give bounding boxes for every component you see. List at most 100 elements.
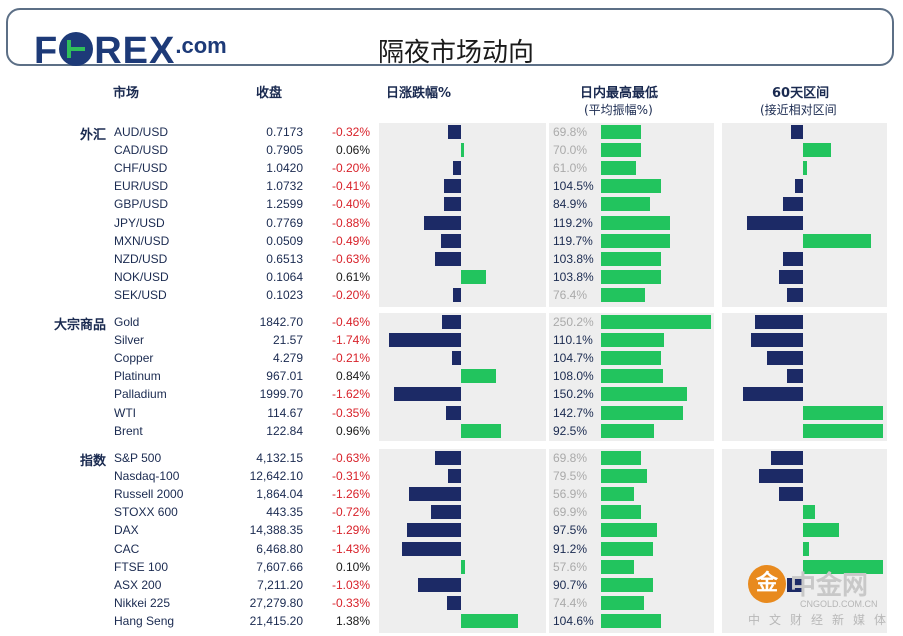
range-value: 70.0% [553,143,588,158]
instrument-name: CHF/USD [114,161,168,176]
watermark: 金 中金网 CNGOLD.COM.CN 中文财经新媒体 [748,565,898,631]
intraday-range-bar [601,351,662,366]
daily-change-bar [444,197,461,212]
daily-change-value: -0.31% [331,469,370,484]
sixty-day-bar [783,251,803,266]
daily-change-value: -1.43% [331,541,370,556]
range-value: 119.2% [553,215,593,230]
sixty-day-bar [779,269,803,284]
col-intraday-range-sub: (平均振幅%) [584,103,653,117]
range-value: 150.2% [553,387,594,402]
close-value: 4,132.15 [256,451,303,465]
daily-change-bar [393,387,461,402]
instrument-name: Silver [114,333,145,348]
range-value: 79.5% [553,469,588,484]
range-value: 104.7% [553,351,594,366]
daily-change-value: -0.49% [331,233,370,248]
daily-change-bar [446,405,461,420]
close-value: 21.57 [272,333,303,348]
sixty-day-bar [771,451,803,465]
instrument-name: Nikkei 225 [114,595,171,610]
daily-change-bar [388,333,461,348]
intraday-range-bar [601,559,635,574]
sixty-day-bar [803,559,883,574]
col-sixty-day: 60天区间 [772,86,830,101]
daily-change-bar [447,595,461,610]
daily-change-bar [434,251,461,266]
instrument-name: Hang Seng [114,613,175,628]
daily-change-bar [440,233,461,248]
range-value: 97.5% [553,523,588,538]
close-value: 0.0509 [266,233,303,248]
header-box: F REX.com 隔夜市场动向 [6,8,894,72]
logo-o-icon [59,32,94,66]
daily-change-bar [408,487,461,502]
close-value: 1999.70 [259,387,303,402]
daily-change-bar [424,215,461,230]
range-value: 69.8% [553,125,588,139]
intraday-range-bar [601,315,711,329]
close-value: 4.279 [272,351,303,366]
range-value: 250.2% [553,315,594,329]
group-label: 指数 [79,454,106,469]
daily-change-bar [447,125,461,139]
sixty-day-bar [787,577,803,592]
intraday-range-bar [601,387,688,402]
daily-change-value: -0.33% [331,595,370,610]
range-value: 110.1% [553,333,593,348]
sixty-day-bar [803,405,883,420]
daily-change-bar [407,523,461,538]
intraday-range-bar [601,613,662,628]
range-value: 57.6% [553,559,588,574]
range-value: 84.9% [553,197,588,212]
range-value: 61.0% [553,161,588,176]
daily-change-value: -0.41% [331,179,370,194]
range-value: 91.2% [553,541,588,556]
range-value: 69.9% [553,505,588,520]
intraday-range-bar [601,197,650,212]
intraday-range-bar [601,179,662,194]
daily-change-value: -0.63% [331,451,370,465]
instrument-name: CAC [114,541,140,556]
sixty-day-bar [803,523,839,538]
group-label: 大宗商品 [53,318,106,333]
range-value: 74.4% [553,595,588,610]
intraday-range-bar [601,405,684,420]
range-value: 56.9% [553,487,588,502]
col-sixty-day-sub: (接近相对区间 [760,103,837,117]
instrument-name: NOK/USD [114,269,169,284]
sixty-day-bar [787,287,803,302]
intraday-range-bar [601,269,661,284]
daily-change-value: 0.06% [335,143,370,158]
watermark-tagline: 中文财经新媒体 [748,613,896,627]
logo-domain: .com [175,33,227,58]
cngold-logo-icon: 金 [748,565,786,603]
instrument-name: Copper [114,351,154,366]
close-value: 0.1023 [266,287,303,302]
daily-change-value: -0.40% [331,197,370,212]
close-value: 967.01 [266,369,303,384]
instrument-name: Gold [114,315,140,329]
close-value: 14,388.35 [249,523,303,538]
intraday-range-bar [601,523,658,538]
sixty-day-bar [803,541,810,556]
sixty-day-bar [751,333,803,348]
watermark-url: CNGOLD.COM.CN [800,599,878,609]
instrument-name: Platinum [114,369,161,384]
sixty-day-bar [747,215,803,230]
daily-change-bar [443,179,461,194]
close-value: 1.2599 [266,197,303,212]
daily-change-bar [401,541,461,556]
instrument-name: EUR/USD [114,179,169,194]
col-close: 收盘 [256,86,283,101]
intraday-range-bar [601,333,665,348]
sixty-day-bar [803,143,831,158]
close-value: 1.0732 [266,179,303,194]
range-value: 142.7% [553,405,594,420]
daily-change-bar [431,505,461,520]
chart-panel [722,449,887,633]
daily-change-bar [448,469,461,484]
daily-change-bar [461,369,496,384]
intraday-range-bar [601,487,634,502]
sixty-day-bar [767,351,803,366]
